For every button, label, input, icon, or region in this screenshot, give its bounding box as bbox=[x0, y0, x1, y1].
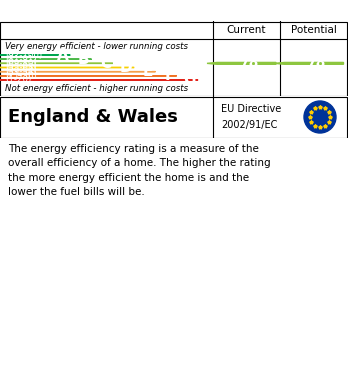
Text: (1-20): (1-20) bbox=[5, 75, 31, 84]
Text: (21-38): (21-38) bbox=[5, 71, 37, 80]
Text: 2002/91/EC: 2002/91/EC bbox=[221, 120, 277, 129]
Text: A: A bbox=[56, 48, 68, 63]
Text: Potential: Potential bbox=[291, 25, 337, 35]
Text: B: B bbox=[78, 52, 89, 67]
Text: (92-100): (92-100) bbox=[5, 50, 42, 59]
Text: G: G bbox=[184, 72, 196, 88]
Text: F: F bbox=[164, 68, 175, 83]
Circle shape bbox=[304, 101, 336, 133]
Polygon shape bbox=[275, 63, 343, 64]
Text: (55-68): (55-68) bbox=[5, 63, 37, 72]
Text: E: E bbox=[143, 64, 153, 79]
Text: (39-54): (39-54) bbox=[5, 67, 37, 76]
Text: (81-91): (81-91) bbox=[5, 55, 37, 64]
Text: EU Directive: EU Directive bbox=[221, 104, 281, 115]
Text: 78: 78 bbox=[306, 56, 326, 70]
Text: C: C bbox=[100, 56, 111, 71]
Text: The energy efficiency rating is a measure of the
overall efficiency of a home. T: The energy efficiency rating is a measur… bbox=[8, 144, 271, 197]
Text: 78: 78 bbox=[239, 56, 258, 70]
Text: Very energy efficient - lower running costs: Very energy efficient - lower running co… bbox=[5, 42, 188, 51]
Text: (69-80): (69-80) bbox=[5, 59, 37, 68]
Text: England & Wales: England & Wales bbox=[8, 108, 178, 126]
Text: Current: Current bbox=[227, 25, 266, 35]
Text: Not energy efficient - higher running costs: Not energy efficient - higher running co… bbox=[5, 84, 188, 93]
Polygon shape bbox=[207, 63, 276, 64]
Text: D: D bbox=[120, 60, 132, 75]
Text: Energy Efficiency Rating: Energy Efficiency Rating bbox=[10, 2, 239, 20]
